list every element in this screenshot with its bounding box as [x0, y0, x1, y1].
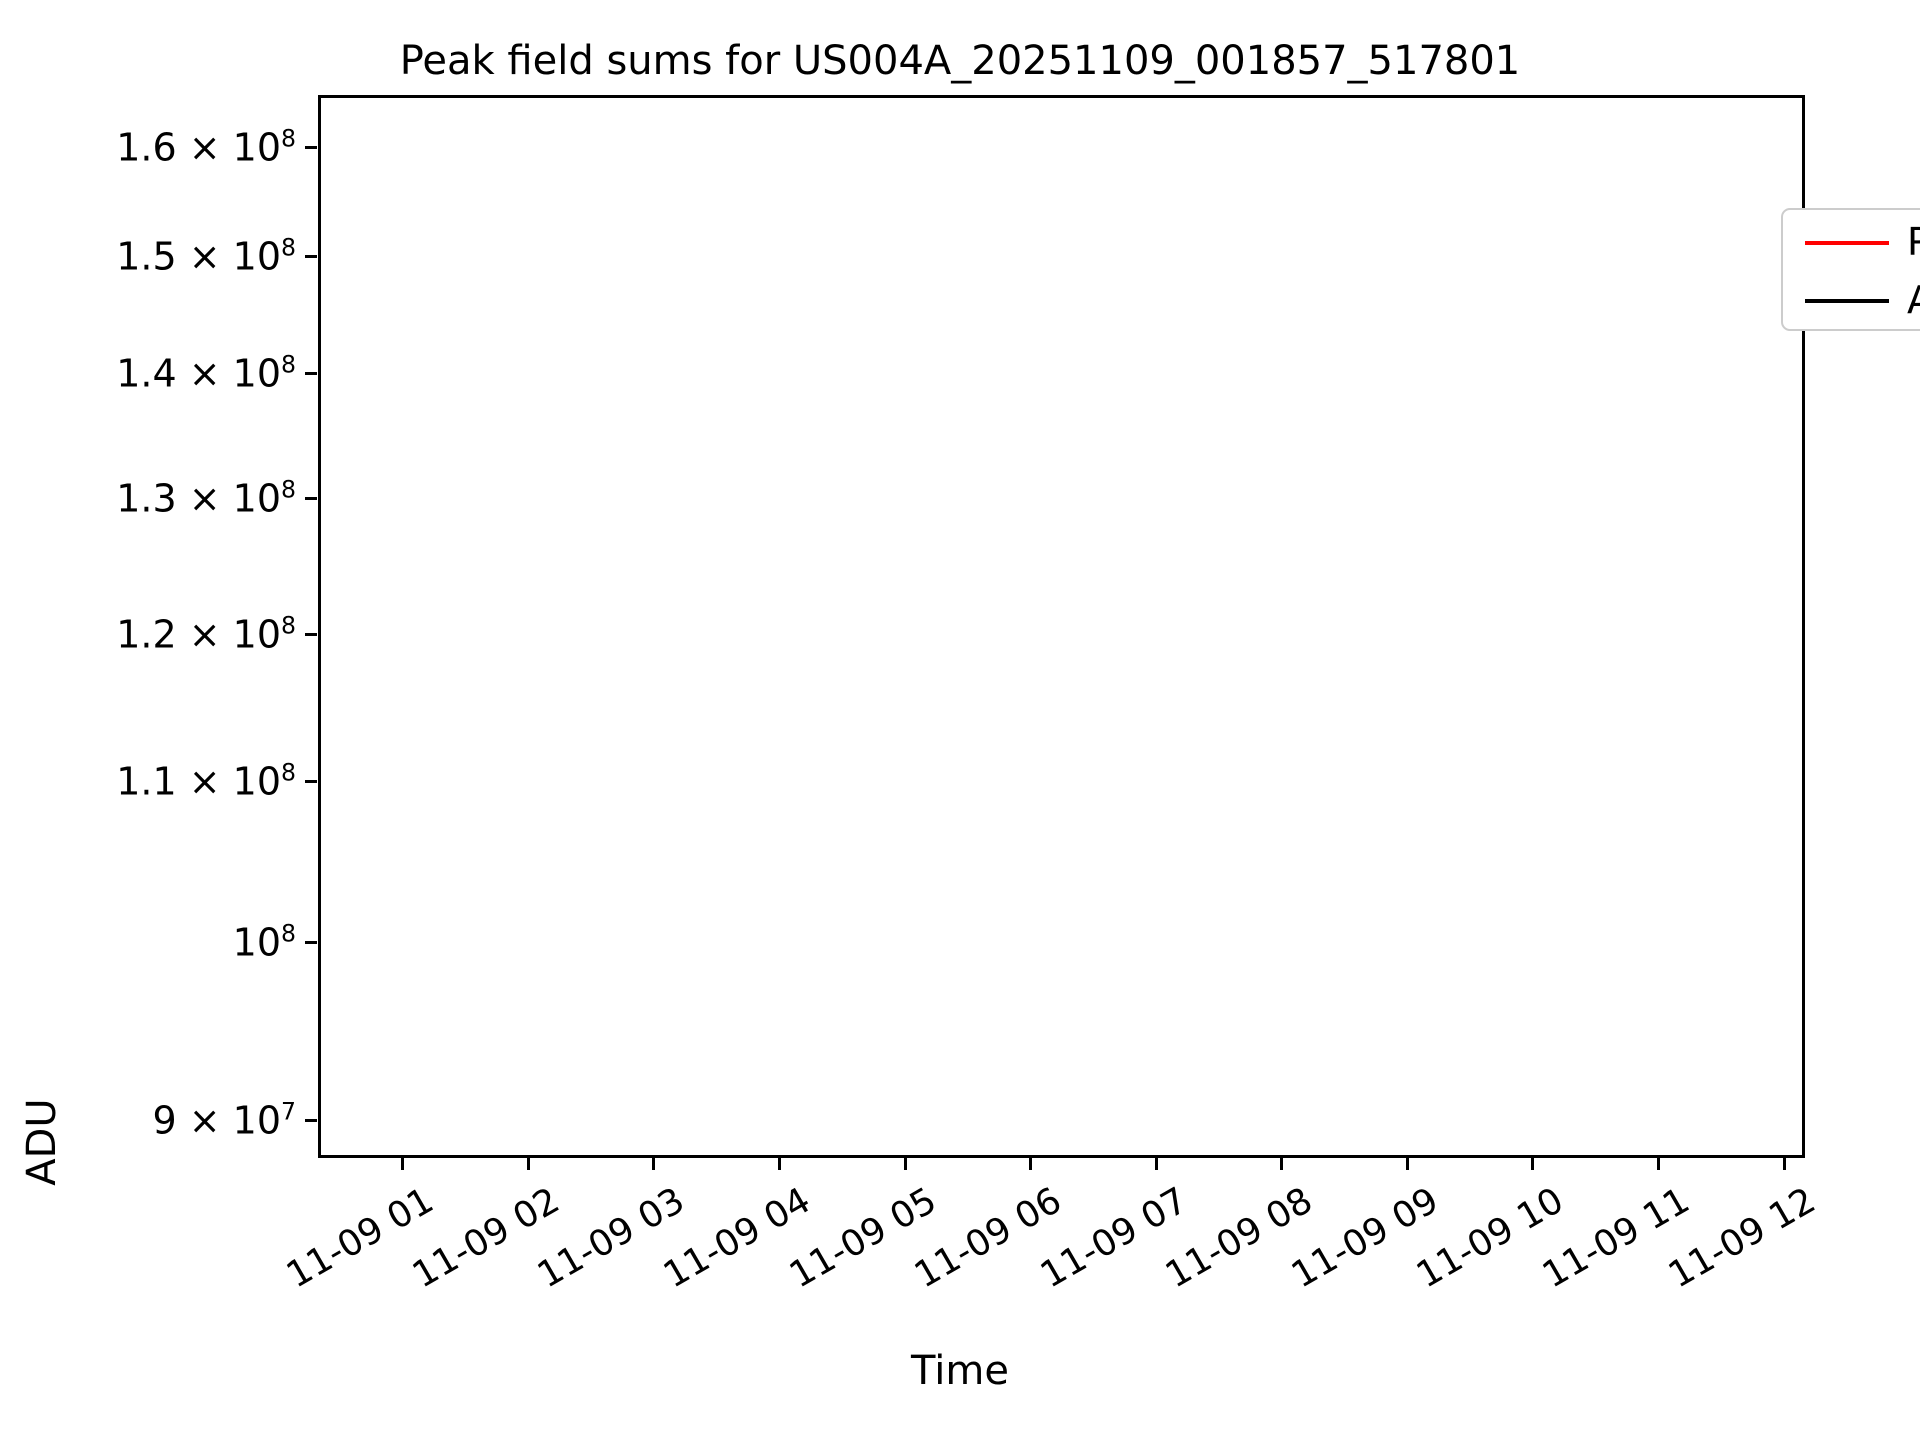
- y-tick-label: 108: [232, 919, 296, 965]
- legend-label-peak: Peak: [1907, 220, 1920, 264]
- y-tick-mark: [305, 255, 317, 259]
- legend-swatch-peak: [1805, 241, 1889, 245]
- y-tick-mark: [305, 146, 317, 150]
- chart-title: Peak field sums for US004A_20251109_0018…: [399, 38, 1521, 84]
- legend-swatch-average: [1805, 299, 1889, 303]
- y-tick-mark: [305, 497, 317, 501]
- x-tick-mark: [1405, 1158, 1409, 1170]
- plot-area: Peak Average: [318, 95, 1920, 1158]
- y-tick-mark: [305, 779, 317, 783]
- x-axis-label: Time: [911, 1348, 1009, 1394]
- y-tick-mark: [305, 632, 317, 636]
- x-tick-mark: [401, 1158, 405, 1170]
- y-tick-mark: [305, 371, 317, 375]
- y-tick-label: 1.6 × 108: [116, 124, 296, 170]
- x-tick-mark: [1657, 1158, 1661, 1170]
- x-tick-mark: [903, 1158, 907, 1170]
- y-tick-label: 1.1 × 108: [116, 758, 296, 803]
- x-tick-mark: [652, 1158, 656, 1170]
- plot-frame: [318, 95, 1805, 1158]
- x-tick-mark: [1782, 1158, 1786, 1170]
- x-tick-mark: [526, 1158, 530, 1170]
- x-tick-mark: [1029, 1158, 1033, 1170]
- x-tick-mark: [1531, 1158, 1535, 1170]
- legend-item-average: Average: [1783, 272, 1920, 328]
- y-tick-label: 1.5 × 108: [116, 233, 296, 279]
- y-tick-label: 1.3 × 108: [116, 475, 296, 521]
- legend-item-peak: Peak: [1783, 214, 1920, 270]
- y-tick-mark: [305, 1118, 317, 1122]
- x-tick-mark: [1154, 1158, 1158, 1170]
- legend-label-average: Average: [1907, 278, 1920, 322]
- y-tick-label: 9 × 107: [152, 1097, 296, 1143]
- y-tick-label: 1.4 × 108: [116, 350, 296, 396]
- y-tick-mark: [305, 940, 317, 944]
- x-tick-mark: [777, 1158, 781, 1170]
- y-tick-label: 1.2 × 108: [116, 611, 296, 656]
- chart-legend: Peak Average: [1781, 208, 1920, 331]
- x-tick-mark: [1280, 1158, 1284, 1170]
- y-axis-label: ADU: [19, 1098, 65, 1186]
